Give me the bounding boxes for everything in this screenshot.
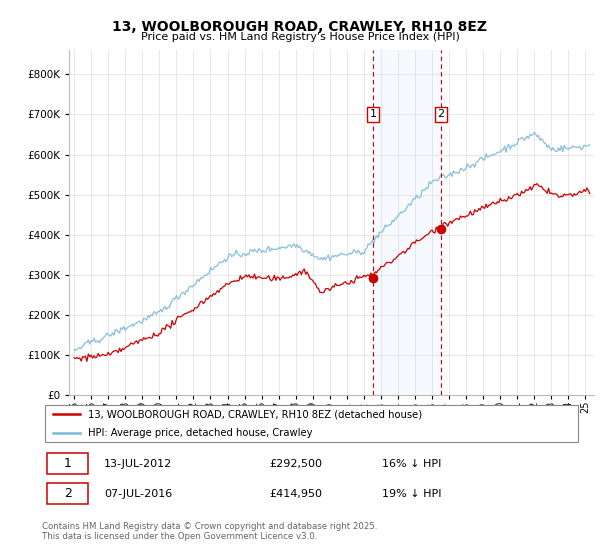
Text: 2: 2 [437, 109, 445, 119]
FancyBboxPatch shape [45, 405, 578, 442]
Text: 1: 1 [370, 109, 376, 119]
Text: 13-JUL-2012: 13-JUL-2012 [104, 459, 172, 469]
Text: 13, WOOLBOROUGH ROAD, CRAWLEY, RH10 8EZ: 13, WOOLBOROUGH ROAD, CRAWLEY, RH10 8EZ [113, 20, 487, 34]
Text: £414,950: £414,950 [269, 489, 322, 499]
FancyBboxPatch shape [47, 483, 88, 505]
FancyBboxPatch shape [47, 453, 88, 474]
Text: 1: 1 [64, 458, 72, 470]
Text: Contains HM Land Registry data © Crown copyright and database right 2025.
This d: Contains HM Land Registry data © Crown c… [42, 522, 377, 542]
Text: Price paid vs. HM Land Registry's House Price Index (HPI): Price paid vs. HM Land Registry's House … [140, 32, 460, 43]
Text: 2: 2 [64, 487, 72, 501]
Text: 19% ↓ HPI: 19% ↓ HPI [382, 489, 442, 499]
Text: 07-JUL-2016: 07-JUL-2016 [104, 489, 172, 499]
Text: 13, WOOLBOROUGH ROAD, CRAWLEY, RH10 8EZ (detached house): 13, WOOLBOROUGH ROAD, CRAWLEY, RH10 8EZ … [88, 409, 422, 419]
Text: £292,500: £292,500 [269, 459, 322, 469]
Text: HPI: Average price, detached house, Crawley: HPI: Average price, detached house, Craw… [88, 428, 313, 438]
Bar [373, 50, 441, 395]
Text: 16% ↓ HPI: 16% ↓ HPI [382, 459, 442, 469]
